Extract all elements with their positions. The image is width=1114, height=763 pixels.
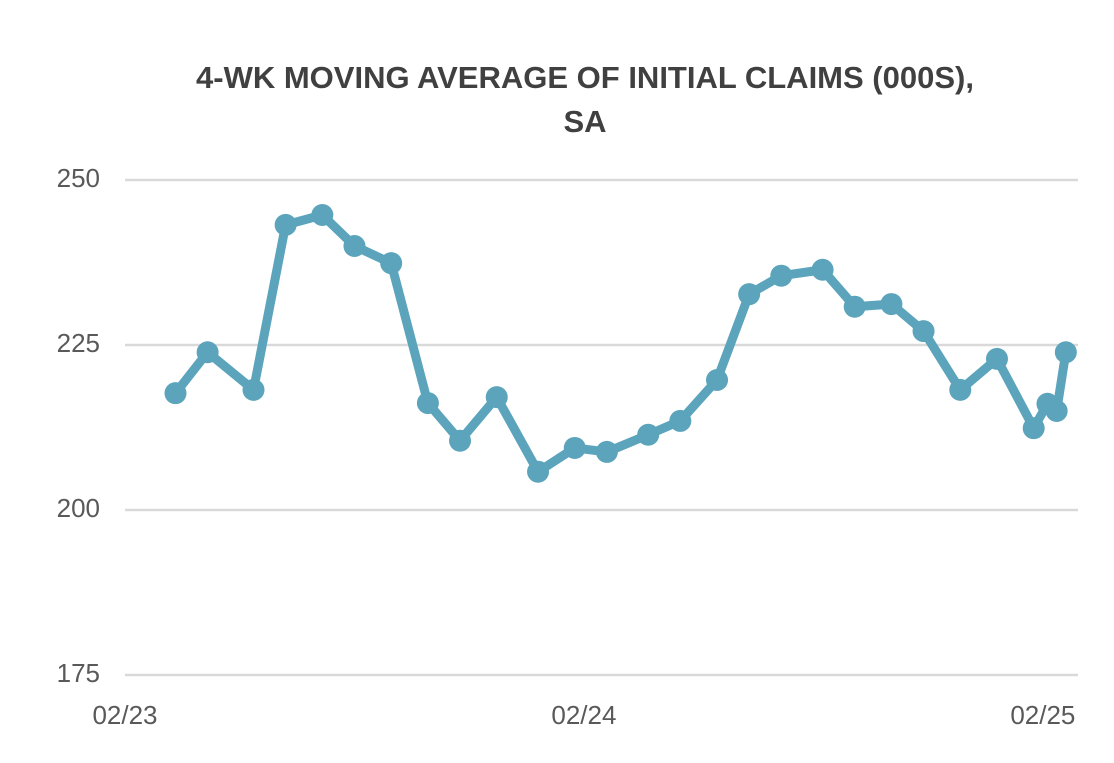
point xyxy=(1022,417,1045,440)
point xyxy=(1045,400,1068,422)
point xyxy=(1054,341,1077,364)
x-tick-label: 02/24 xyxy=(551,700,616,730)
point xyxy=(380,252,403,275)
point xyxy=(985,347,1008,370)
point xyxy=(416,392,439,415)
point xyxy=(563,436,586,459)
point xyxy=(449,429,472,452)
point xyxy=(343,235,366,257)
y-tick-label: 200 xyxy=(57,493,100,523)
point xyxy=(912,320,935,343)
point xyxy=(843,295,866,318)
point xyxy=(242,378,265,401)
y-tick-label: 175 xyxy=(57,658,100,688)
point xyxy=(738,283,761,306)
point xyxy=(669,409,692,432)
point xyxy=(196,341,219,364)
x-tick-label: 02/25 xyxy=(1010,700,1075,730)
point xyxy=(880,293,903,316)
point xyxy=(595,440,618,463)
y-tick-label: 250 xyxy=(57,163,100,193)
point xyxy=(164,382,187,405)
series-line xyxy=(171,210,1071,477)
point xyxy=(811,258,834,281)
point xyxy=(485,386,508,409)
point xyxy=(706,368,729,391)
point xyxy=(527,460,550,483)
x-tick-label: 02/23 xyxy=(92,700,157,730)
chart-title: 4-WK MOVING AVERAGE OF INITIAL CLAIMS (0… xyxy=(196,60,974,139)
point xyxy=(949,378,972,401)
point xyxy=(274,213,297,236)
y-tick-label: 225 xyxy=(57,328,100,358)
point xyxy=(770,264,793,287)
point xyxy=(311,203,334,226)
point xyxy=(637,423,660,446)
